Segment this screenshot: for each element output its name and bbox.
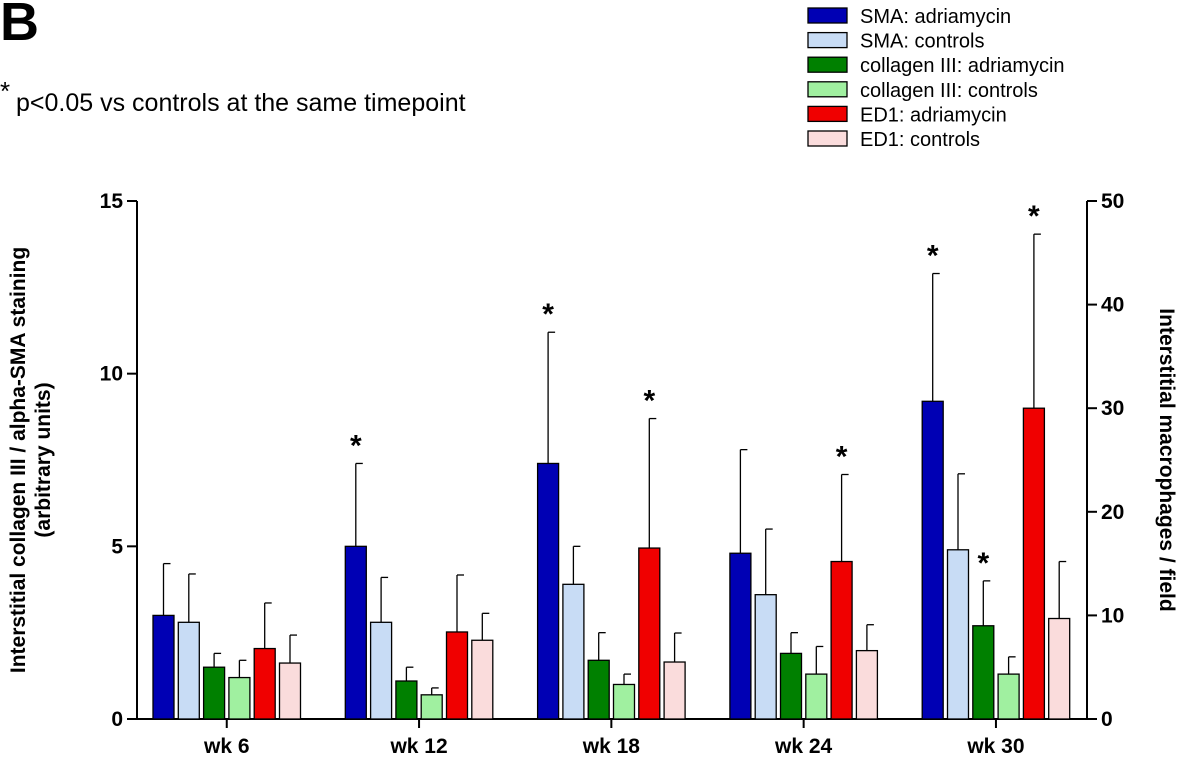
legend-swatch-ed1-adriamycin: [807, 105, 848, 123]
bar-sma-adriamycin-wk-24: [729, 552, 752, 720]
bar-sma-controls-wk-24: [754, 594, 777, 720]
bar-ed1-controls-wk-18: [663, 661, 686, 720]
bar-collagen-iii-controls-wk-6: [228, 676, 251, 720]
right-tick-label: 40: [1101, 294, 1124, 317]
left-tick-label: 15: [100, 190, 124, 213]
left-tick-label: 10: [100, 363, 123, 386]
note-star: *: [0, 76, 10, 106]
bar-sma-adriamycin-wk-12: [344, 545, 367, 720]
left-axis-title-line2: (arbitrary units): [32, 382, 55, 537]
bar-sma-adriamycin-wk-6: [152, 614, 175, 720]
significance-star: *: [977, 547, 989, 580]
bar-sma-adriamycin-wk-18: [536, 462, 560, 720]
category-label: wk 24: [774, 735, 833, 758]
legend-label: collagen III: controls: [860, 80, 1038, 102]
bar-ed1-controls-wk-6: [278, 662, 302, 720]
right-tick-label: 10: [1101, 604, 1124, 627]
bar-collagen-iii-adriamycin-wk-24: [779, 652, 803, 720]
legend-swatch-ed1-controls: [807, 130, 848, 147]
right-tick-label: 20: [1101, 501, 1124, 524]
bar-sma-controls-wk-18: [562, 583, 585, 720]
bar-collagen-iii-controls-wk-30: [997, 673, 1020, 720]
legend-swatch-sma-controls: [807, 31, 848, 49]
legend-label: ED1: adriamycin: [860, 104, 1007, 126]
legend-swatch-sma-adriamycin: [807, 7, 848, 24]
bar-ed1-adriamycin-wk-24: [830, 560, 853, 720]
bar-collagen-iii-adriamycin-wk-30: [972, 625, 995, 720]
left-tick-label: 0: [111, 708, 123, 731]
bar-collagen-iii-controls-wk-12: [420, 694, 443, 720]
left-tick-label: 5: [111, 535, 123, 558]
right-tick-label: 30: [1101, 397, 1124, 420]
bar-sma-adriamycin-wk-30: [921, 400, 944, 720]
bar-ed1-adriamycin-wk-18: [638, 547, 661, 720]
legend-label: collagen III: adriamycin: [860, 55, 1065, 77]
bar-collagen-iii-controls-wk-24: [805, 673, 828, 720]
right-tick-label: 0: [1101, 708, 1113, 731]
bar-ed1-controls-wk-24: [855, 649, 879, 720]
legend-label: SMA: controls: [860, 31, 984, 53]
significance-star: *: [350, 429, 362, 462]
bar-ed1-controls-wk-12: [471, 639, 494, 720]
axes: [136, 201, 1088, 720]
legend-label: ED1: controls: [860, 129, 980, 151]
bar-sma-controls-wk-30: [946, 549, 970, 720]
bar-collagen-iii-adriamycin-wk-6: [202, 666, 226, 720]
left-axis-title-line1: Interstitial collagen III / alpha-SMA st…: [7, 247, 30, 673]
legend-swatch-collagen-iii-adriamycin: [807, 56, 848, 73]
category-label: wk 18: [582, 735, 641, 758]
category-label: wk 6: [203, 735, 250, 758]
category-label: wk 12: [389, 735, 447, 758]
significance-star: *: [1028, 200, 1040, 233]
right-tick-label: 50: [1101, 190, 1124, 213]
bar-collagen-iii-controls-wk-18: [612, 683, 636, 720]
bar-collagen-iii-adriamycin-wk-18: [587, 659, 610, 720]
category-ticks: wk 6 wk 12 wk 18 wk 24 wk 30: [203, 719, 1025, 758]
bar-sma-controls-wk-6: [177, 621, 200, 720]
bar-ed1-adriamycin-wk-30: [1022, 407, 1046, 720]
right-ticks: 0 10 20 30 40 50: [1087, 190, 1124, 731]
bar-ed1-adriamycin-wk-12: [445, 631, 469, 720]
significance-star: *: [927, 240, 939, 273]
significance-star: *: [643, 385, 655, 418]
legend-swatch-collagen-iii-controls: [807, 81, 848, 98]
significance-note: p<0.05 vs controls at the same timepoint: [16, 89, 466, 117]
bars: * * * * * * *: [152, 200, 1071, 720]
significance-star: *: [542, 298, 554, 331]
bar-sma-controls-wk-12: [369, 621, 393, 720]
legend-label: SMA: adriamycin: [860, 6, 1011, 28]
category-label: wk 30: [966, 735, 1024, 758]
left-ticks: 0 5 10 15: [100, 190, 137, 731]
significance-star: *: [836, 441, 848, 474]
bar-collagen-iii-adriamycin-wk-12: [395, 680, 418, 720]
bar-ed1-controls-wk-30: [1048, 617, 1071, 720]
panel-label: B: [0, 0, 39, 52]
right-axis-title: Interstitial macrophages / field: [1155, 308, 1178, 611]
bar-ed1-adriamycin-wk-6: [253, 647, 276, 720]
